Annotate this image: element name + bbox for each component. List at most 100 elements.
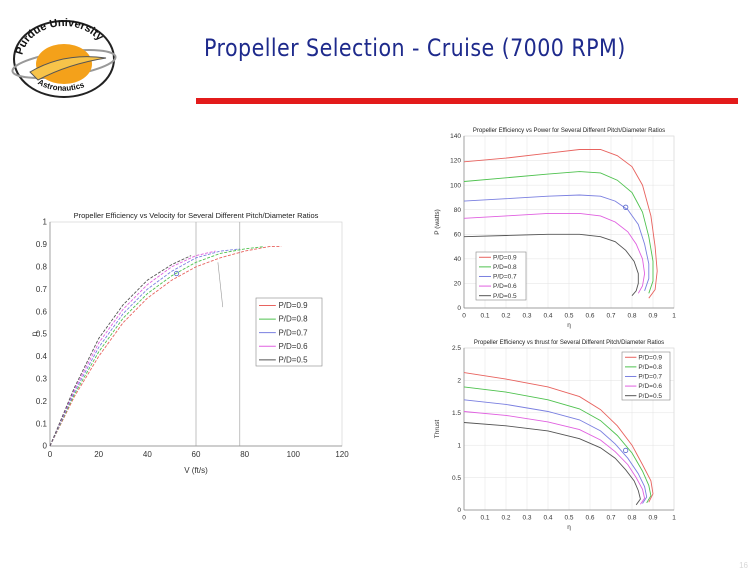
legend-entry: P/D=0.6 — [493, 283, 517, 290]
x-tick-label: 0.8 — [627, 515, 636, 522]
x-tick-label: 20 — [94, 450, 103, 459]
x-tick-label: 80 — [240, 450, 249, 459]
y-tick-label: 0.7 — [36, 285, 48, 294]
legend-entry: P/D=0.9 — [278, 301, 308, 310]
y-tick-label: 0.2 — [36, 397, 48, 406]
x-tick-label: 0.7 — [606, 313, 615, 320]
x-tick-label: 0.5 — [564, 313, 573, 320]
x-axis-label: η — [567, 322, 571, 329]
x-tick-label: 1 — [672, 313, 676, 320]
x-tick-label: 0.1 — [480, 313, 489, 320]
legend-entry: P/D=0.7 — [638, 374, 662, 381]
y-tick-label: 1 — [457, 442, 461, 449]
y-tick-label: 140 — [450, 133, 461, 140]
x-tick-label: 0.8 — [627, 313, 636, 320]
y-tick-label: 0.5 — [36, 330, 48, 339]
legend-entry: P/D=0.8 — [493, 264, 517, 271]
eff_vs_thrust-svg: 0 0.1 0.2 0.3 0.4 0.5 0.6 0.7 0.8 0.9 1 0 0.5 1 1.5 2 2.… — [434, 340, 676, 531]
legend-entry: P/D=0.5 — [638, 393, 662, 400]
legend-entry: P/D=0.7 — [493, 274, 517, 281]
series-line — [463, 212, 646, 294]
legend-entry: P/D=0.5 — [278, 356, 308, 365]
chart-title: Propeller Efficiency vs Power for Severa… — [473, 128, 665, 134]
x-tick-label: 0.3 — [522, 313, 531, 320]
y-tick-label: 2.5 — [452, 345, 461, 352]
legend-entry: P/D=0.7 — [278, 328, 308, 337]
y-tick-label: 0.1 — [36, 419, 48, 428]
x-tick-label: 0.7 — [606, 515, 615, 522]
y-tick-label: 0.3 — [36, 374, 48, 383]
y-axis-label: Thrust — [434, 420, 441, 439]
y-tick-label: 1.5 — [452, 410, 461, 417]
x-tick-label: 1 — [672, 515, 676, 522]
x-tick-label: 40 — [143, 450, 152, 459]
purdue-aeronautics-logo: Purdue University Aeronautics & Astronau… — [8, 14, 120, 102]
series-line — [49, 246, 265, 447]
operating-point-marker — [623, 447, 629, 453]
x-tick-label: 0.6 — [585, 313, 594, 320]
y-tick-label: 0 — [43, 442, 48, 451]
efficiency-vs-power-chart: 0 0.1 0.2 0.3 0.4 0.5 0.6 0.7 0.8 0.9 1 0 20 40 60 80 10… — [432, 124, 696, 330]
eff_vs_power-svg: 0 0.1 0.2 0.3 0.4 0.5 0.6 0.7 0.8 0.9 1 0 20 40 60 80 10… — [434, 128, 676, 329]
y-tick-label: 0.8 — [36, 262, 48, 271]
series-line — [49, 246, 282, 447]
series-line — [49, 255, 192, 447]
x-tick-label: 0.2 — [501, 313, 510, 320]
x-tick-label: 0.9 — [648, 515, 657, 522]
series-line — [463, 194, 650, 291]
series-line — [49, 248, 240, 447]
x-tick-label: 0.4 — [543, 313, 552, 320]
reference-segment — [217, 262, 224, 308]
legend-entry: P/D=0.6 — [638, 383, 662, 390]
x-axis-label: η — [567, 524, 571, 531]
x-axis-label: V (ft/s) — [184, 466, 208, 475]
y-tick-label: 0 — [457, 305, 461, 312]
x-tick-label: 0 — [462, 313, 466, 320]
x-tick-label: 0.2 — [501, 515, 510, 522]
y-tick-label: 0.4 — [36, 352, 48, 361]
y-tick-label: 100 — [450, 182, 461, 189]
legend-entry: P/D=0.6 — [278, 342, 308, 351]
x-tick-label: 0.6 — [585, 515, 594, 522]
y-tick-label: 60 — [454, 231, 462, 238]
logo-wing — [29, 56, 107, 81]
x-tick-label: 0.4 — [543, 515, 552, 522]
legend-entry: P/D=0.9 — [638, 354, 662, 361]
series-line — [463, 149, 658, 299]
x-tick-label: 120 — [335, 450, 349, 459]
x-tick-label: 0.9 — [648, 313, 657, 320]
y-tick-label: 40 — [454, 256, 462, 263]
operating-point-marker — [173, 270, 180, 277]
x-tick-label: 60 — [192, 450, 201, 459]
x-tick-label: 0 — [48, 450, 53, 459]
legend-box — [255, 297, 323, 367]
slide-title: Propeller Selection - Cruise (7000 RPM) — [204, 34, 626, 62]
series-line — [463, 422, 641, 506]
x-tick-label: 0 — [462, 515, 466, 522]
legend-entry: P/D=0.5 — [493, 293, 517, 300]
series-line — [463, 386, 652, 504]
legend-entry: P/D=0.8 — [638, 364, 662, 371]
page-number: 16 — [739, 561, 748, 570]
x-tick-label: 0.1 — [480, 515, 489, 522]
y-tick-label: 0 — [457, 507, 461, 514]
y-tick-label: 2 — [457, 378, 461, 385]
legend-entry: P/D=0.9 — [493, 254, 517, 261]
chart-title: Propeller Efficiency vs Velocity for Sev… — [74, 211, 319, 220]
y-tick-label: 1 — [43, 218, 48, 227]
y-tick-label: 20 — [454, 281, 462, 288]
chart-title: Propeller Efficiency vs thrust for Sever… — [474, 340, 664, 346]
series-line — [49, 250, 216, 447]
y-axis-label: η — [30, 332, 39, 336]
series-line — [463, 399, 648, 504]
x-tick-label: 0.5 — [564, 515, 573, 522]
y-tick-label: 0.5 — [452, 475, 461, 482]
series-line — [463, 411, 646, 505]
y-axis-label: P (watts) — [434, 209, 441, 235]
y-tick-label: 0.6 — [36, 307, 48, 316]
y-tick-label: 0.9 — [36, 240, 48, 249]
series-line — [463, 372, 654, 503]
efficiency-vs-velocity-chart: 0 20 40 60 80 100 120 0 0.1 0.2 0.3 0.4 0.5 0.6 0.7 0.8… — [30, 196, 360, 476]
y-tick-label: 120 — [450, 158, 461, 165]
series-line — [463, 233, 639, 296]
